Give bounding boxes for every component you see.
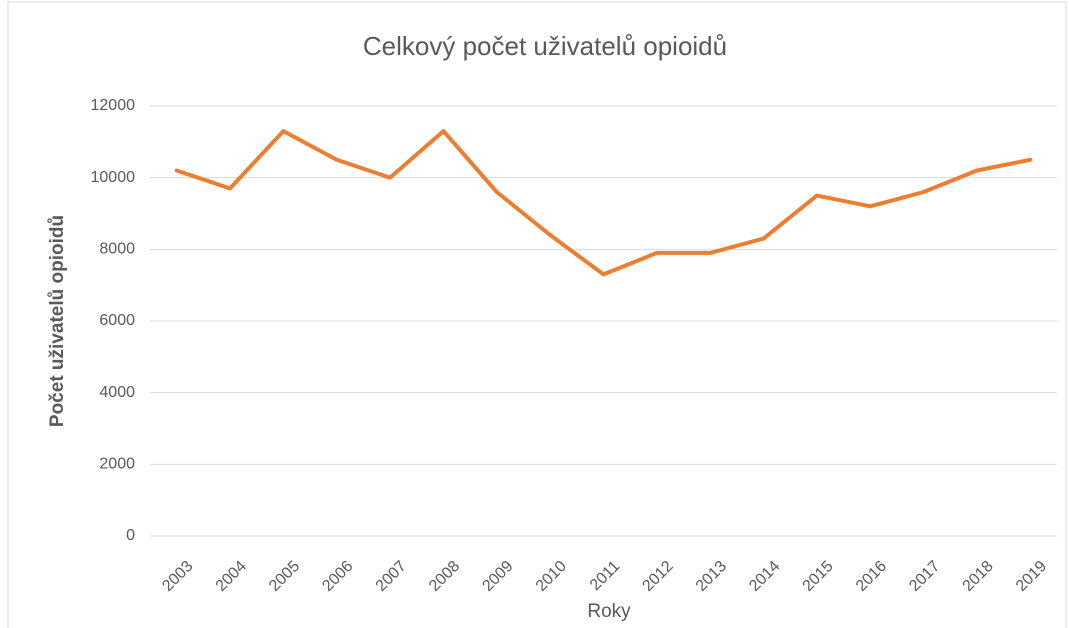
x-tick-label: 2012 [639, 558, 676, 595]
x-tick-label: 2004 [213, 558, 250, 595]
x-tick-label: 2010 [533, 558, 570, 595]
y-tick-label: 2000 [99, 456, 135, 473]
x-axis-label: Roky [587, 601, 631, 622]
x-tick-label: 2003 [159, 558, 196, 595]
y-tick-label: 4000 [99, 384, 135, 401]
x-tick-label: 2005 [266, 558, 303, 595]
data-line [174, 129, 1033, 277]
x-tick-label: 2017 [906, 558, 943, 595]
x-tick-label: 2014 [746, 558, 783, 595]
x-tick-label: 2018 [960, 558, 997, 595]
y-tick-label: 10000 [91, 169, 136, 186]
y-tick-label: 6000 [99, 312, 135, 329]
y-tick-label: 0 [126, 527, 135, 544]
y-tick-label: 8000 [99, 241, 135, 258]
x-tick-label: 2013 [693, 558, 730, 595]
x-tick-label: 2016 [853, 558, 890, 595]
chart-title: Celkový počet uživatelů opioidů [363, 31, 727, 61]
x-tick-label: 2019 [1013, 558, 1050, 595]
x-tick-label: 2011 [587, 558, 623, 594]
y-axis-label: Počet uživatelů opioidů [47, 215, 68, 427]
chart-border [7, 1, 1067, 628]
x-tick-label: 2008 [426, 558, 463, 595]
x-tick-label: 2015 [800, 558, 837, 595]
x-tick-label: 2007 [373, 558, 410, 595]
y-tick-label: 12000 [91, 97, 136, 114]
x-tick-label: 2009 [479, 558, 516, 595]
x-tick-label: 2006 [319, 558, 356, 595]
